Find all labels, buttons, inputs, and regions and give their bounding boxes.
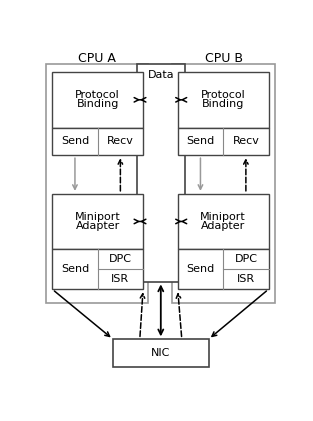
Text: Send: Send — [186, 264, 215, 274]
Text: Adapter: Adapter — [201, 221, 245, 231]
Text: Recv: Recv — [107, 136, 134, 147]
Bar — [137, 64, 185, 282]
Text: Data: Data — [147, 70, 174, 80]
Bar — [52, 128, 143, 155]
Text: Send: Send — [61, 136, 89, 147]
Bar — [178, 194, 269, 249]
Bar — [52, 72, 143, 128]
Text: Send: Send — [186, 136, 215, 147]
Text: ISR: ISR — [111, 274, 130, 284]
Text: NIC: NIC — [151, 348, 171, 358]
Text: Miniport: Miniport — [200, 212, 246, 222]
Text: Recv: Recv — [233, 136, 259, 147]
Text: CPU A: CPU A — [78, 53, 116, 66]
Text: DPC: DPC — [234, 254, 257, 264]
Text: CPU B: CPU B — [205, 53, 243, 66]
Text: Protocol: Protocol — [201, 90, 245, 100]
Text: Miniport: Miniport — [75, 212, 121, 222]
Text: Send: Send — [61, 264, 89, 274]
Text: ISR: ISR — [237, 274, 255, 284]
Text: Binding: Binding — [202, 99, 244, 109]
Bar — [172, 64, 275, 303]
Bar — [178, 128, 269, 155]
Text: Protocol: Protocol — [75, 90, 120, 100]
Bar — [178, 72, 269, 128]
Bar — [178, 249, 269, 289]
Bar — [52, 249, 143, 289]
Bar — [52, 194, 143, 249]
Text: Adapter: Adapter — [75, 221, 120, 231]
Bar — [113, 339, 208, 367]
Text: DPC: DPC — [109, 254, 132, 264]
Bar — [46, 64, 148, 303]
Text: Binding: Binding — [76, 99, 119, 109]
